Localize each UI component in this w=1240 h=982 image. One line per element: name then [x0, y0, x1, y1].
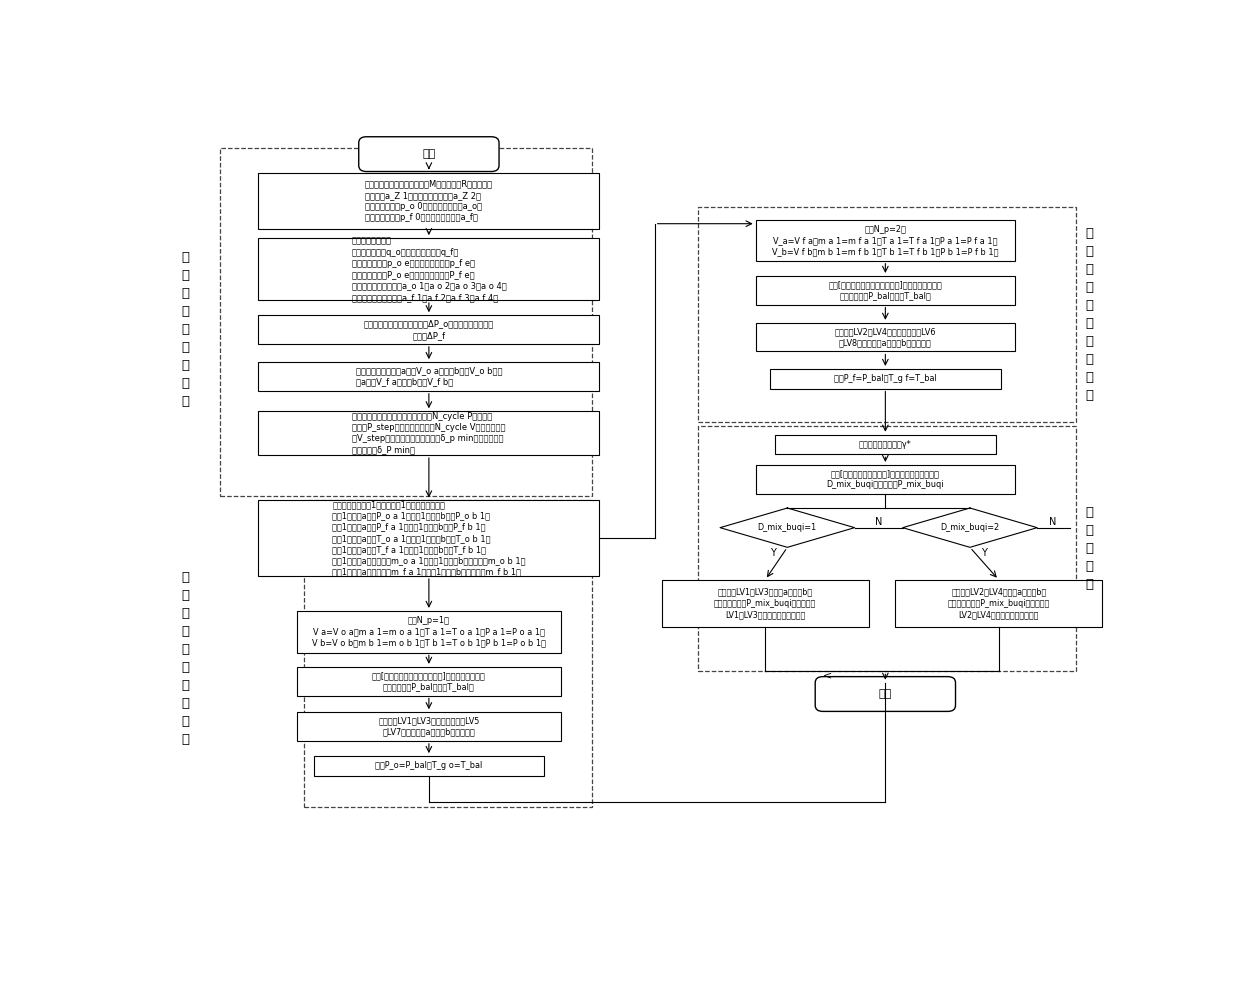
Text: 在自锁阀LV2和LV4关闭状态下，开LV6
和LV8，直至燃箱a和燃箱b压力平衡。: 在自锁阀LV2和LV4关闭状态下，开LV6 和LV8，直至燃箱a和燃箱b压力平衡… [835, 327, 936, 348]
Bar [755, 220, 1016, 261]
Text: N: N [875, 517, 883, 526]
Bar [698, 426, 1075, 672]
Text: Y: Y [981, 548, 987, 559]
Text: 设定工质参数：气体摩尔质量M、气体常数R、气体压缩
因子系数a_Z 1、气体压缩因子指数a_Z 2；
氧化剂基准密度p_o 0、氧化剂密度系数a_o；
燃烧剂基: 设定工质参数：气体摩尔质量M、气体常数R、气体压缩 因子系数a_Z 1、气体压缩… [365, 180, 494, 222]
Bar [304, 500, 593, 807]
Text: D_mix_buqi=2: D_mix_buqi=2 [940, 523, 999, 532]
Bar [296, 667, 560, 695]
Text: 设定发动机参数：
额定氧化剂流量q_o、额定燃烧剂流量q_f，
氧化剂额定密度p_o e、燃烧剂额定密度p_f e，
氧入口额定压力P_o e、燃入口额定压力P: 设定发动机参数： 额定氧化剂流量q_o、额定燃烧剂流量q_f， 氧化剂额定密度p… [351, 237, 506, 301]
Text: 控
制
前
状
态
参
数
设
定: 控 制 前 状 态 参 数 设 定 [182, 251, 190, 409]
Text: 在自锁阀LV1和LV3关闭状态下，开LV5
和LV7，直至氧箱a和氧箱b压力平衡。: 在自锁阀LV1和LV3关闭状态下，开LV5 和LV7，直至氧箱a和氧箱b压力平衡… [378, 717, 480, 736]
Bar [314, 756, 544, 776]
Bar [221, 148, 593, 496]
Bar [770, 369, 1001, 389]
Text: Y: Y [770, 548, 776, 559]
Polygon shape [720, 508, 854, 547]
Text: 开始: 开始 [423, 149, 435, 159]
FancyBboxPatch shape [815, 677, 956, 711]
Bar [755, 323, 1016, 352]
Text: 并
联
氧
箱
平
衡
压
力
计
算: 并 联 氧 箱 平 衡 压 力 计 算 [182, 571, 190, 746]
Text: 设定氧箱至发动机氧入口压降ΔP_o，燃箱至发动机燃入
口压降ΔP_f: 设定氧箱至发动机氧入口压降ΔP_o，燃箱至发动机燃入 口压降ΔP_f [363, 319, 494, 340]
Bar [296, 611, 560, 653]
Text: 结束: 结束 [879, 689, 892, 699]
Text: <: < [823, 670, 832, 681]
Bar [775, 435, 996, 455]
Bar [755, 276, 1016, 304]
FancyBboxPatch shape [358, 136, 498, 172]
Bar [258, 173, 599, 230]
Bar [698, 207, 1075, 422]
Text: N: N [1049, 517, 1056, 526]
Bar [258, 501, 599, 576]
Bar [296, 712, 560, 740]
Text: 根据[并联贮箱平衡压力计算流程]计算确定并联燃箱
平衡后的压力P_bal和温度T_bal。: 根据[并联贮箱平衡压力计算流程]计算确定并联燃箱 平衡后的压力P_bal和温度T… [828, 280, 942, 300]
Text: 设定N_p=1；
V a=V o a，m a 1=m o a 1，T a 1=T o a 1，P a 1=P o a 1；
V b=V o b，m b 1=m : 设定N_p=1； V a=V o a，m a 1=m o a 1，T a 1=T… [312, 617, 546, 648]
Text: 设定贮箱参数：氧箱a容积V_o a、氧箱b容积V_o b、燃
箱a容积V_f a、燃箱b容积V_f b。: 设定贮箱参数：氧箱a容积V_o a、氧箱b容积V_o b、燃 箱a容积V_f a… [356, 366, 502, 387]
Text: 并
联
燃
箱
平
衡
压
力
计
算: 并 联 燃 箱 平 衡 压 力 计 算 [1085, 227, 1094, 402]
Bar [258, 362, 599, 391]
Bar [755, 464, 1016, 494]
Text: 设定求解精度参数：压力循环总次数N_cycle P、压力循
环步长P_step、体积循环总次数N_cycle V、体积循环步
长V_step、气体密度残差收敛标: 设定求解精度参数：压力循环总次数N_cycle P、压力循 环步长P_step、… [352, 411, 506, 455]
Text: 根据[混合比控制计算流程]确定需充气的贮箱标志
D_mix_buqi和充气压力P_mix_buqi: 根据[混合比控制计算流程]确定需充气的贮箱标志 D_mix_buqi和充气压力P… [827, 469, 944, 489]
Bar [258, 411, 599, 455]
Text: 设定混合比控制目标γ*: 设定混合比控制目标γ* [859, 440, 911, 449]
Text: 混
合
比
控
制: 混 合 比 控 制 [1085, 507, 1094, 591]
Text: 设定P_f=P_bal，T_g f=T_bal: 设定P_f=P_bal，T_g f=T_bal [835, 374, 936, 383]
Bar [662, 579, 868, 627]
Text: D_mix_buqi=1: D_mix_buqi=1 [758, 523, 817, 532]
Text: 根据[并联贮箱平衡压力计算流程]计算确定并联氧箱
平衡后的压力P_bal和温度T_bal。: 根据[并联贮箱平衡压力计算流程]计算确定并联氧箱 平衡后的压力P_bal和温度T… [372, 671, 486, 691]
Text: 设定P_o=P_bal，T_g o=T_bal: 设定P_o=P_bal，T_g o=T_bal [376, 761, 482, 770]
Text: 定义控制前为状态1，设定状态1下贮箱状态参数：
状态1下氧箱a压力P_o a 1、状态1下氧箱b压力P_o b 1、
状态1下燃箱a压力P_f a 1、状态1下: 定义控制前为状态1，设定状态1下贮箱状态参数： 状态1下氧箱a压力P_o a 1… [332, 500, 526, 576]
Bar [258, 315, 599, 344]
Text: 开自锁阀LV2和LV4将燃箱a和燃箱b补
气，直至压力至P_mix_buqi，之后关闭
LV2和LV4，即完成混合比控制。: 开自锁阀LV2和LV4将燃箱a和燃箱b补 气，直至压力至P_mix_buqi，之… [947, 587, 1050, 619]
Polygon shape [903, 508, 1037, 547]
Bar [895, 579, 1102, 627]
Bar [258, 238, 599, 300]
Text: 设定N_p=2；
V_a=V f a，m a 1=m f a 1，T a 1=T f a 1，P a 1=P f a 1；
V_b=V f b，m b 1=m : 设定N_p=2； V_a=V f a，m a 1=m f a 1，T a 1=T… [773, 225, 998, 256]
Text: 开自锁阀LV1和LV3将氧箱a和氧箱b补
气，直至压力至P_mix_buqi，之后关闭
LV1和LV3，即完成混合比控制。: 开自锁阀LV1和LV3将氧箱a和氧箱b补 气，直至压力至P_mix_buqi，之… [714, 587, 816, 619]
